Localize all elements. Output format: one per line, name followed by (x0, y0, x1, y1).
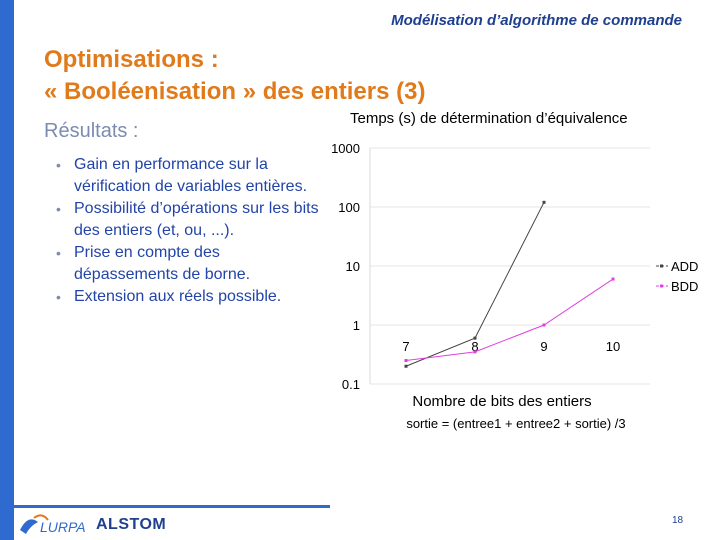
chart-caption: sortie = (entree1 + entree2 + sortie) /3 (406, 416, 625, 431)
bullet-item: • Possibilité d’opérations sur les bits d… (56, 198, 326, 242)
data-point-add (542, 200, 546, 204)
page-number: 18 (672, 515, 684, 526)
title-line-1: Optimisations : (44, 46, 219, 73)
legend-label: ADD (671, 259, 698, 274)
title-line-2: « Booléenisation » des entiers (3) (44, 78, 426, 105)
bullet-text: Gain en performance sur la vérification … (74, 156, 308, 195)
y-tick-label: 0.1 (342, 377, 360, 392)
slide-header: Modélisation d’algorithme de commande (391, 12, 682, 29)
plot-area (370, 148, 650, 384)
svg-text:LURPA: LURPA (40, 519, 86, 535)
legend-label: BDD (671, 279, 698, 294)
y-tick-label: 100 (338, 200, 360, 215)
data-point-bdd (542, 323, 546, 327)
slide-title: Optimisations : « Booléenisation » des e… (44, 44, 425, 108)
y-tick-label: 10 (346, 259, 360, 274)
bullet-dot: • (56, 157, 61, 173)
data-point-add (473, 336, 477, 340)
bullet-item: • Extension aux réels possible. (56, 286, 326, 308)
chart-title: Temps (s) de détermination d’équivalence (350, 110, 628, 127)
x-tick-label: 7 (402, 339, 409, 354)
bullet-text: Possibilité d’opérations sur les bits de… (74, 200, 319, 239)
x-axis-label: Nombre de bits des entiers (412, 393, 591, 410)
series-line-bdd (405, 278, 614, 362)
y-tick-label: 1000 (331, 141, 360, 156)
data-point-bdd (404, 359, 408, 363)
lurpa-logo-icon: LURPA (20, 514, 86, 535)
y-tick-label: 1 (353, 318, 360, 333)
results-heading: Résultats : (44, 120, 139, 142)
legend-marker (660, 284, 663, 288)
bullet-text: Extension aux réels possible. (74, 288, 282, 305)
data-point-add (404, 364, 408, 368)
bullet-dot: • (56, 245, 61, 261)
footer-line (14, 505, 330, 508)
bullet-dot: • (56, 289, 61, 305)
x-tick-label: 8 (471, 339, 478, 354)
x-tick-label: 9 (540, 339, 547, 354)
alstom-logo: ALSTOM (96, 516, 167, 533)
x-tick-label: 10 (606, 339, 620, 354)
legend-marker (660, 264, 663, 268)
bullet-list: • Gain en performance sur la vérification… (56, 154, 326, 308)
data-point-bdd (611, 277, 615, 281)
bullet-dot: • (56, 201, 61, 217)
bullet-item: • Prise en compte des dépassements de bor… (56, 242, 326, 286)
series-line-add (405, 202, 545, 367)
bullet-text: Prise en compte des dépassements de born… (74, 244, 251, 283)
bullet-item: • Gain en performance sur la vérification… (56, 154, 326, 198)
data-point-bdd (473, 350, 477, 354)
left-accent-bar (0, 0, 14, 540)
